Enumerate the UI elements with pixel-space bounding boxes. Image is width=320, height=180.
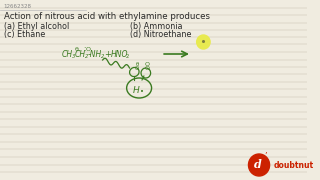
Text: (d) Nitroethane: (d) Nitroethane — [130, 30, 191, 39]
Text: 2: 2 — [101, 53, 104, 59]
Text: O: O — [144, 62, 149, 66]
Text: HNO: HNO — [111, 50, 129, 59]
Text: •: • — [140, 89, 144, 95]
Circle shape — [248, 154, 269, 176]
Text: 2: 2 — [85, 53, 89, 59]
Text: CH: CH — [75, 50, 86, 59]
Text: 3: 3 — [72, 53, 75, 59]
Text: Action of nitrous acid with ethylamine produces: Action of nitrous acid with ethylamine p… — [4, 12, 210, 21]
Text: doubtnut: doubtnut — [273, 161, 314, 170]
Text: :: : — [83, 46, 86, 52]
Text: CH: CH — [61, 50, 73, 59]
Text: θ: θ — [75, 46, 79, 51]
Text: -NH: -NH — [87, 50, 101, 59]
Text: ’: ’ — [265, 152, 267, 161]
Text: +: + — [105, 50, 111, 59]
Text: d: d — [254, 159, 262, 170]
Text: 2: 2 — [126, 53, 129, 59]
Text: (c) Ethane: (c) Ethane — [4, 30, 45, 39]
Circle shape — [197, 35, 210, 49]
Text: (b) Ammonia: (b) Ammonia — [130, 22, 182, 31]
Text: θ: θ — [136, 62, 139, 66]
Text: O: O — [135, 66, 139, 71]
Text: 12662328: 12662328 — [4, 4, 32, 9]
Text: O: O — [86, 46, 91, 51]
Text: O: O — [144, 66, 149, 71]
Text: (a) Ethyl alcohol: (a) Ethyl alcohol — [4, 22, 69, 31]
Text: H: H — [133, 86, 140, 94]
